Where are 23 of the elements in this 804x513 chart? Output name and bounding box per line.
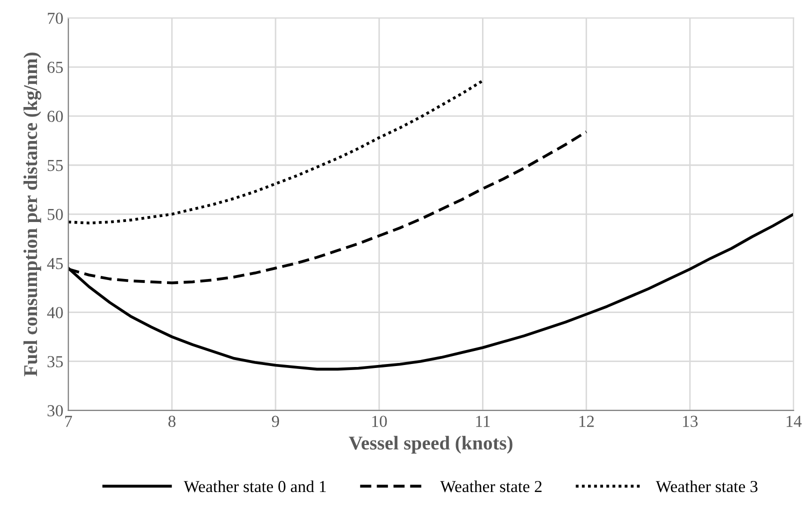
y-tick-label: 65 [48,62,63,73]
x-tick-label: 12 [579,416,594,427]
x-tick-label: 9 [272,416,280,427]
y-tick-label: 30 [48,405,63,416]
y-tick-label: 40 [47,306,63,318]
x-tick-label: 8 [168,416,176,427]
x-tick-label: 11 [476,416,490,427]
x-tick-label: 13 [683,416,698,427]
y-tick-label: 35 [48,356,63,368]
legend-label: Weather state 3 [656,480,758,492]
legend-label: Weather state 2 [440,480,542,492]
y-tick-label: 70 [48,12,63,24]
y-axis-title: Fuel consumption per distance (kg/nm) [23,52,42,376]
x-tick-label: 7 [65,416,72,427]
y-tick-label: 55 [48,160,63,172]
line-series [68,79,484,224]
x-axis-title: Vessel speed (knots) [348,436,512,454]
x-tick-label: 10 [372,416,387,427]
y-tick-label: 45 [47,258,63,270]
legend-label: Weather state 0 and 1 [184,480,326,492]
y-tick-label: 50 [48,208,63,220]
x-tick-label: 14 [786,416,802,427]
y-tick-label: 60 [48,110,63,122]
